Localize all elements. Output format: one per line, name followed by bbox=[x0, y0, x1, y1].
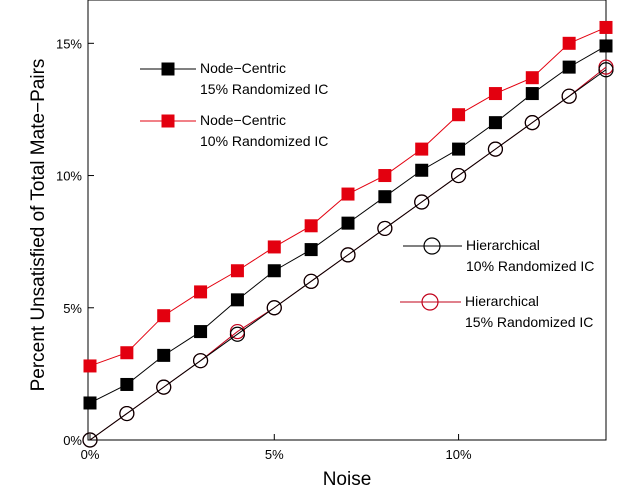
legend-marker bbox=[421, 293, 439, 311]
legend-marker bbox=[161, 62, 175, 76]
series-2 bbox=[83, 20, 613, 373]
x-axis: 0% 5% 10% bbox=[81, 434, 472, 462]
data-point bbox=[415, 163, 429, 177]
x-axis-title: Noise bbox=[323, 469, 372, 490]
legend-label: Node−Centric bbox=[200, 112, 286, 128]
data-point bbox=[304, 219, 318, 233]
legend-marker bbox=[161, 114, 175, 128]
data-point bbox=[561, 88, 577, 104]
y-tick-label: 5% bbox=[63, 301, 82, 316]
data-point bbox=[598, 62, 614, 78]
data-point bbox=[378, 169, 392, 183]
y-axis: 0% 5% 10% 15% bbox=[56, 36, 94, 448]
series-line bbox=[89, 69, 607, 441]
data-point bbox=[83, 359, 97, 373]
data-point bbox=[378, 190, 392, 204]
data-point bbox=[562, 36, 576, 50]
data-point bbox=[303, 273, 319, 289]
x-tick-label: 0% bbox=[81, 447, 100, 462]
data-point bbox=[525, 71, 539, 85]
data-point bbox=[192, 353, 209, 369]
data-point bbox=[414, 194, 430, 210]
data-point bbox=[415, 142, 429, 156]
data-point bbox=[194, 285, 208, 299]
series-3 bbox=[82, 62, 614, 448]
y-axis-title: Percent Unsatisfied of Total Mate−Pairs bbox=[28, 59, 49, 392]
data-point bbox=[524, 115, 540, 131]
data-point bbox=[230, 293, 244, 307]
data-point bbox=[487, 141, 504, 157]
data-point bbox=[119, 405, 135, 422]
data-point bbox=[120, 377, 134, 391]
data-point bbox=[341, 187, 355, 201]
data-point bbox=[488, 87, 502, 101]
legend-label: 15% Randomized IC bbox=[465, 314, 593, 330]
legend-label: Node−Centric bbox=[200, 60, 286, 76]
legend-entry-2: Node−Centric 10% Randomized IC bbox=[140, 112, 328, 149]
y-tick-label: 10% bbox=[56, 169, 82, 184]
x-tick-label: 5% bbox=[265, 447, 284, 462]
data-point bbox=[230, 264, 244, 278]
data-point bbox=[83, 396, 97, 410]
legend-entry-3: Hierarchical 10% Randomized IC bbox=[403, 237, 594, 274]
data-point bbox=[267, 264, 281, 278]
data-point bbox=[562, 60, 576, 74]
data-point bbox=[194, 325, 208, 339]
data-point bbox=[488, 116, 502, 130]
legend-label: 10% Randomized IC bbox=[200, 133, 328, 149]
data-point bbox=[157, 348, 171, 362]
series-1 bbox=[83, 39, 613, 410]
data-point bbox=[82, 432, 98, 448]
data-point bbox=[599, 39, 613, 53]
data-point bbox=[157, 309, 171, 323]
y-tick-label: 15% bbox=[56, 36, 82, 51]
legend-marker bbox=[423, 237, 441, 255]
legend-entry-1: Node−Centric 15% Randomized IC bbox=[140, 60, 328, 97]
legend-label: 15% Randomized IC bbox=[200, 81, 328, 97]
data-point bbox=[377, 220, 393, 237]
data-point bbox=[341, 216, 355, 230]
series-layer bbox=[82, 20, 614, 448]
data-point bbox=[452, 142, 466, 156]
data-point bbox=[229, 326, 246, 342]
data-point bbox=[340, 247, 356, 263]
data-point bbox=[452, 108, 466, 122]
data-point bbox=[267, 240, 281, 254]
data-point bbox=[304, 243, 318, 257]
data-point bbox=[156, 379, 172, 395]
legend-entry-4: Hierarchical 15% Randomized IC bbox=[400, 293, 593, 330]
legend-label: Hierarchical bbox=[465, 293, 539, 309]
data-point bbox=[120, 346, 134, 360]
y-tick-label: 0% bbox=[63, 433, 82, 448]
legend-label: Hierarchical bbox=[466, 237, 540, 253]
x-tick-label: 10% bbox=[446, 447, 472, 462]
data-point bbox=[266, 300, 282, 316]
data-point bbox=[450, 167, 467, 184]
data-point bbox=[599, 20, 613, 34]
legend-label: 10% Randomized IC bbox=[466, 258, 594, 274]
data-point bbox=[525, 87, 539, 101]
